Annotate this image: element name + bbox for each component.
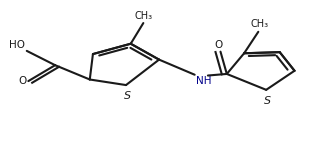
Text: NH: NH	[196, 76, 212, 86]
Text: CH₃: CH₃	[251, 19, 269, 29]
Text: S: S	[124, 91, 131, 101]
Text: S: S	[264, 96, 271, 106]
Text: O: O	[215, 40, 223, 50]
Text: CH₃: CH₃	[134, 11, 152, 21]
Text: HO: HO	[9, 40, 25, 50]
Text: O: O	[19, 76, 27, 86]
